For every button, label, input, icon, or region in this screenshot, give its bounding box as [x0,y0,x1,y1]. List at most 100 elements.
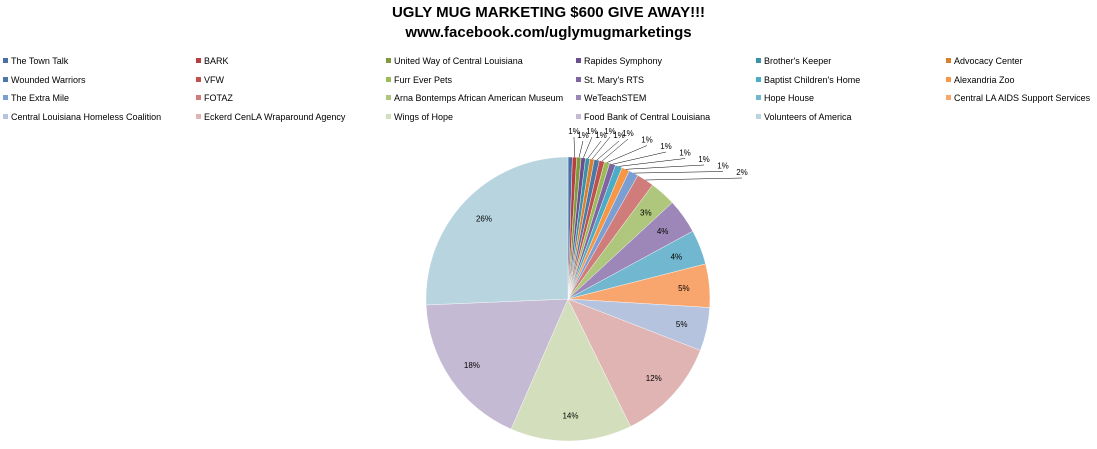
leader-line [601,138,629,162]
data-label: 12% [646,374,662,383]
legend-swatch [386,95,391,101]
leader-line [645,177,743,181]
legend-swatch [3,76,8,82]
legend-swatch [576,113,581,119]
data-label: 1% [660,142,672,151]
legend-item: WeTeachSTEM [576,92,646,104]
legend-label: Eckerd CenLA Wraparound Agency [204,111,346,122]
data-label: 5% [676,320,688,329]
data-label: 1% [698,155,710,164]
data-label: 1% [622,129,634,138]
chart-subtitle: www.facebook.com/uglymugmarketings [405,24,692,41]
legend-label: VFW [204,74,224,85]
legend-swatch [756,95,761,101]
data-label: 3% [640,208,652,217]
legend-swatch [946,76,951,82]
data-label: 14% [562,411,578,420]
pie-slice [425,156,569,306]
legend-swatch [196,58,201,64]
legend-swatch [196,113,201,119]
legend-swatch [946,95,951,101]
legend-label: Advocacy Center [954,56,1023,66]
data-label: 26% [476,214,492,223]
legend-label: Baptist Children's Home [764,74,861,85]
legend-item: Furr Ever Pets [386,74,452,86]
leader-line [583,136,593,158]
legend-label: WeTeachSTEM [584,93,647,103]
legend-item: Central Louisiana Homeless Coalition [3,111,161,123]
legend-item: Rapides Symphony [576,55,662,67]
legend-label: Alexandria Zoo [954,74,1015,85]
legend-item: Food Bank of Central Louisiana [576,111,710,123]
legend-swatch [3,58,8,64]
data-label: 2% [736,168,748,177]
legend-item: BARK [196,55,229,67]
legend-item: The Extra Mile [3,92,69,104]
legend-item: The Town Talk [3,55,68,67]
data-label: 1% [679,149,691,158]
legend-item: Advocacy Center [946,55,1023,67]
legend-label: Food Bank of Central Louisiana [584,111,711,122]
legend-label: United Way of Central Louisiana [394,56,523,66]
legend-swatch [946,58,951,64]
legend-swatch [756,76,761,82]
legend-item: Wings of Hope [386,111,453,123]
legend-label: St. Mary's RTS [584,74,645,85]
legend-swatch [576,76,581,82]
legend-label: Central Louisiana Homeless Coalition [11,111,162,122]
leader-line [573,136,575,158]
legend-item: Central LA AIDS Support Services [946,92,1090,104]
data-label: 1% [568,127,580,136]
data-label: 5% [678,284,690,293]
pie-slice [567,298,701,427]
legend-item: Wounded Warriors [3,74,86,86]
legend-item: United Way of Central Louisiana [386,55,523,67]
leader-line [633,171,724,174]
legend-label: Volunteers of America [764,111,852,122]
legend-label: The Extra Mile [11,93,70,103]
leader-line [587,140,602,159]
legend-swatch [386,113,391,119]
legend-swatch [196,95,201,101]
legend-label: Central LA AIDS Support Services [954,93,1091,103]
data-label: 1% [613,131,625,140]
data-label: 4% [671,253,683,262]
chart-title: UGLY MUG MARKETING $600 GIVE AWAY!!! [391,4,706,21]
leader-line [625,164,705,170]
legend-swatch [756,113,761,119]
data-label: 1% [577,131,589,140]
legend-item: Brother's Keeper [756,55,831,67]
legend-item: Arna Bontemps African American Museum [386,92,563,104]
legend-label: Arna Bontemps African American Museum [394,93,564,103]
legend-label: Wounded Warriors [11,74,86,85]
leader-line [596,140,620,161]
legend-item: Volunteers of America [756,111,852,123]
legend-item: St. Mary's RTS [576,74,644,86]
leader-line [607,145,648,163]
pie-slice [510,298,631,442]
legend-swatch [3,95,8,101]
data-label: 4% [657,227,669,236]
legend-item: Eckerd CenLA Wraparound Agency [196,111,345,123]
legend-label: BARK [204,56,229,66]
data-label: 1% [641,136,653,145]
data-label: 1% [586,127,598,136]
legend-label: Furr Ever Pets [394,74,453,85]
legend-item: Baptist Children's Home [756,74,860,86]
pie-slice [425,298,569,430]
legend-swatch [386,76,391,82]
legend-label: Wings of Hope [394,111,454,122]
leader-line [578,140,584,158]
legend-label: FOTAZ [204,93,233,103]
leader-line [591,136,611,160]
legend-item: FOTAZ [196,92,233,104]
legend-label: Rapides Symphony [584,56,663,66]
data-label: 1% [595,131,607,140]
data-label: 18% [464,361,480,370]
leader-line [618,158,686,167]
legend-label: Brother's Keeper [764,56,832,66]
legend-swatch [386,58,391,64]
legend-item: Alexandria Zoo [946,74,1015,86]
legend-swatch [196,76,201,82]
